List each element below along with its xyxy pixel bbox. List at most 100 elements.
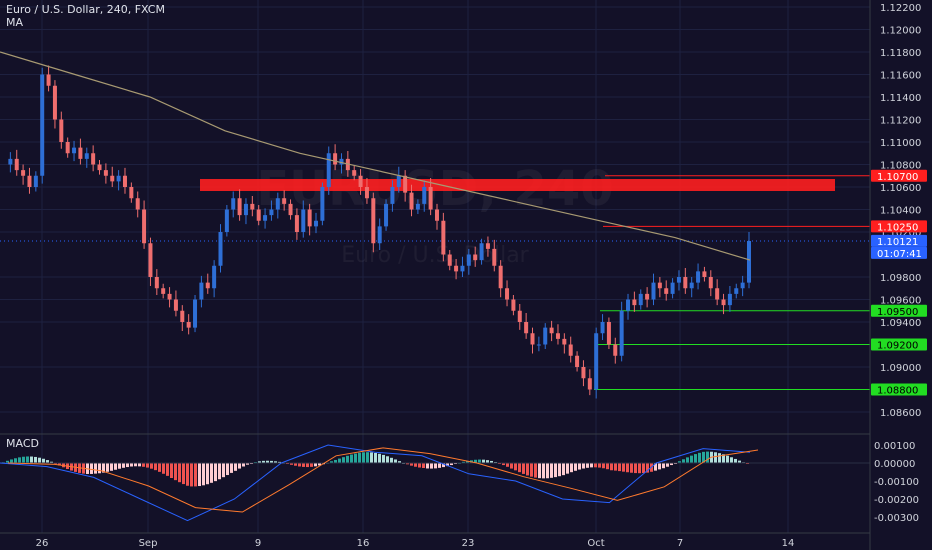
macd-bar bbox=[726, 455, 729, 463]
candle-body bbox=[52, 85, 57, 120]
price-tag-support bbox=[871, 383, 927, 396]
macd-bar bbox=[590, 463, 593, 468]
macd-bar bbox=[406, 463, 409, 465]
candle-body bbox=[161, 288, 166, 294]
macd-bar bbox=[678, 461, 681, 463]
macd-bar bbox=[658, 463, 661, 470]
candle-body bbox=[21, 170, 26, 176]
price-tick-label: 1.12200 bbox=[880, 3, 921, 14]
candle-body bbox=[447, 254, 452, 266]
macd-bar bbox=[618, 463, 621, 472]
macd-bar bbox=[578, 463, 581, 470]
candle-body bbox=[524, 322, 529, 334]
macd-bar bbox=[694, 454, 697, 463]
macd-bar bbox=[22, 456, 25, 463]
macd-bar bbox=[738, 460, 741, 463]
price-tick-label: 1.08600 bbox=[880, 408, 921, 419]
candle-body bbox=[314, 220, 319, 227]
candle-body bbox=[530, 333, 535, 345]
macd-bar bbox=[582, 463, 585, 469]
candle-body bbox=[473, 254, 478, 261]
macd-bar bbox=[154, 463, 157, 471]
price-tags: 1.107001.102501.1012101:07:411.095001.09… bbox=[871, 169, 927, 397]
macd-bar bbox=[626, 463, 629, 473]
macd-bar bbox=[14, 458, 17, 463]
macd-bar bbox=[386, 456, 389, 463]
candle-body bbox=[702, 271, 707, 277]
macd-tick-label: -0.00100 bbox=[874, 477, 919, 488]
candle-body bbox=[498, 265, 503, 289]
ma-indicator-label[interactable]: MA bbox=[6, 16, 24, 29]
candle-body bbox=[122, 175, 127, 187]
time-axis-label: 26 bbox=[36, 538, 49, 549]
price-tick-label: 1.09400 bbox=[880, 318, 921, 329]
candle-body bbox=[218, 232, 223, 266]
candle-body bbox=[142, 209, 147, 244]
candle-body bbox=[307, 209, 312, 227]
candle-body bbox=[352, 170, 357, 176]
candle-body bbox=[65, 142, 70, 154]
macd-indicator-label[interactable]: MACD bbox=[6, 437, 39, 450]
macd-bar bbox=[446, 463, 449, 467]
time-axis-label: Sep bbox=[139, 538, 158, 549]
candle-body bbox=[403, 175, 408, 193]
macd-bar bbox=[26, 456, 29, 463]
macd-bar bbox=[506, 463, 509, 467]
macd-bar bbox=[306, 463, 309, 468]
macd-bar bbox=[90, 463, 93, 474]
candle-body bbox=[301, 209, 306, 232]
macd-bar bbox=[242, 463, 245, 467]
macd-bar bbox=[706, 451, 709, 463]
macd-bar bbox=[486, 460, 489, 463]
macd-bar bbox=[46, 460, 49, 463]
level-lines[interactable] bbox=[594, 175, 870, 390]
macd-bar bbox=[550, 463, 553, 478]
candle-body bbox=[441, 220, 446, 255]
macd-bar bbox=[438, 463, 441, 468]
price-axis[interactable] bbox=[870, 0, 932, 550]
candle-body bbox=[594, 333, 599, 390]
macd-bar bbox=[170, 463, 173, 479]
macd-bar bbox=[378, 453, 381, 463]
candle-body bbox=[517, 310, 522, 322]
macd-bar bbox=[42, 458, 45, 463]
chart-title[interactable]: Euro / U.S. Dollar, 240, FXCM bbox=[6, 3, 165, 16]
macd-line bbox=[0, 444, 751, 522]
resistance-zone[interactable] bbox=[200, 179, 835, 191]
time-axis-labels: 26 Sep 9 16 23 Oct 7 14 bbox=[36, 538, 795, 549]
candle-body bbox=[632, 299, 637, 306]
price-tag-countdown bbox=[871, 246, 927, 259]
candle-body bbox=[250, 203, 255, 210]
macd-bar bbox=[338, 458, 341, 463]
macd-bar bbox=[686, 457, 689, 463]
candle-body bbox=[619, 310, 624, 356]
macd-bar bbox=[398, 461, 401, 463]
macd-bar bbox=[58, 463, 61, 466]
macd-bar bbox=[234, 463, 237, 471]
candle-body bbox=[320, 187, 325, 221]
candle-body bbox=[415, 203, 420, 210]
candle-body bbox=[364, 187, 369, 199]
candle-body bbox=[575, 355, 580, 367]
candle-body bbox=[492, 248, 497, 266]
macd-bar bbox=[610, 463, 613, 471]
candle-body bbox=[434, 209, 439, 221]
price-axis-ticks: 1.12200 1.12000 1.11800 1.11600 1.11400 1.112… bbox=[880, 3, 921, 419]
macd-bar bbox=[210, 463, 213, 483]
macd-bar bbox=[38, 457, 41, 463]
macd-tick-label: -0.00300 bbox=[874, 513, 919, 524]
macd-bar bbox=[222, 463, 225, 478]
candle-body bbox=[670, 282, 675, 294]
macd-bar bbox=[330, 461, 333, 463]
candle-body bbox=[72, 147, 77, 154]
macd-bar bbox=[110, 463, 113, 471]
candle-body bbox=[97, 164, 102, 171]
time-axis-label: 9 bbox=[255, 538, 261, 549]
candle-body bbox=[148, 243, 153, 277]
candle-body bbox=[40, 74, 45, 176]
macd-tick-label: 0.00000 bbox=[874, 459, 915, 470]
candle-body bbox=[638, 293, 643, 306]
macd-bar bbox=[10, 459, 13, 463]
price-tick-label: 1.11800 bbox=[880, 48, 921, 59]
